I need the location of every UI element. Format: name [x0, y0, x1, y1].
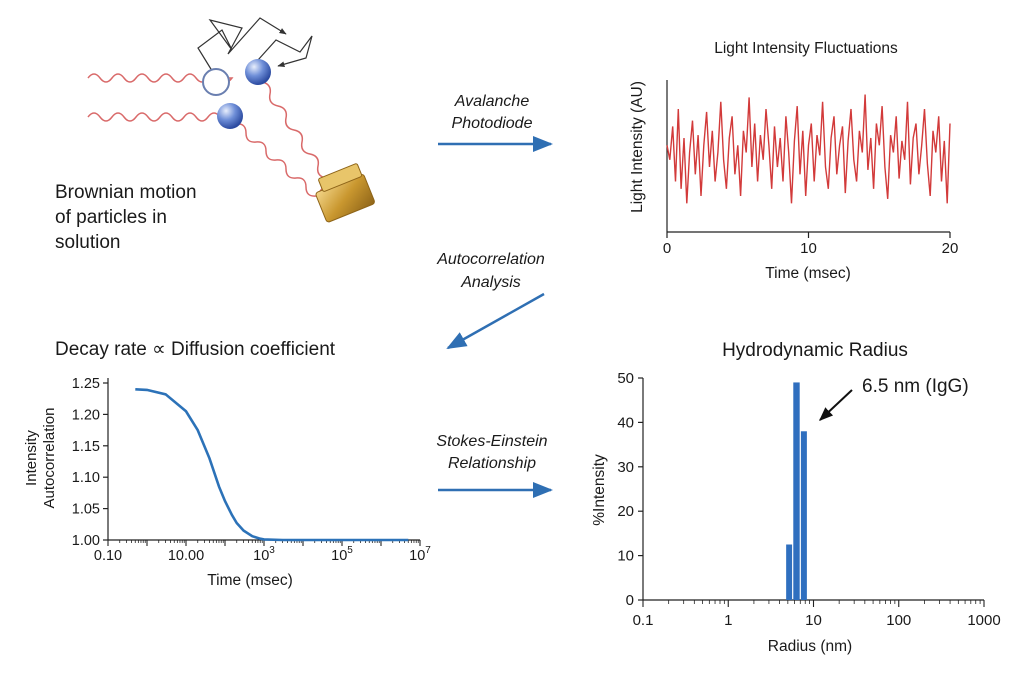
y-axis-label: %Intensity [591, 454, 608, 526]
step-stokes-einstein: Stokes-Einstein Relationship [436, 433, 553, 498]
brownian-caption-line: Brownian motion [55, 182, 197, 203]
x-tick-label: 10 [805, 612, 822, 629]
y-tick-label: 1.00 [72, 533, 100, 549]
intensity-series-line [666, 94, 951, 204]
x-axis-label: Radius (nm) [768, 638, 852, 655]
particle [217, 103, 243, 129]
scattered-wave [261, 81, 342, 179]
scattered-wave [235, 123, 327, 197]
x-tick-label: 1 [724, 612, 732, 629]
x-tick-label: 10.00 [168, 548, 204, 564]
step-label: Analysis [460, 274, 521, 291]
step-label: Autocorrelation [436, 251, 545, 268]
brownian-caption: Brownian motion of particles in solution [55, 182, 197, 253]
y-tick-label: 50 [617, 370, 634, 387]
y-tick-label: 20 [617, 503, 634, 520]
hydrodynamic-chart: Hydrodynamic Radius 0 10 20 30 40 50 0.1 1 10 100… [591, 340, 1001, 655]
chart-title: Decay rate ∝ Diffusion coefficient [55, 339, 336, 360]
annotation-arrow [818, 389, 853, 421]
detector-icon [315, 163, 375, 223]
y-tick-label: 1.10 [72, 470, 100, 486]
x-tick-label: 0 [663, 240, 671, 257]
histogram-bar [786, 544, 793, 600]
x-axis-label: Time (msec) [765, 265, 851, 282]
x-axis-label: Time (msec) [207, 572, 293, 589]
brownian-caption-line: solution [55, 232, 121, 253]
particle [245, 59, 271, 85]
x-tick-label: 1000 [967, 612, 1000, 629]
x-tick-label: 20 [942, 240, 959, 257]
y-tick-label: 1.25 [72, 376, 100, 392]
x-tick-label: 105 [331, 545, 353, 564]
step-label: Relationship [448, 455, 536, 472]
x-tick-label: 107 [409, 545, 431, 564]
y-tick-label: 1.05 [72, 502, 100, 518]
motion-trajectory [257, 35, 313, 67]
chart-title: Hydrodynamic Radius [722, 340, 908, 361]
x-tick-label: 0.10 [94, 548, 122, 564]
step-avalanche-photodiode: Avalanche Photodiode [438, 93, 553, 152]
x-tick-label: 100 [886, 612, 911, 629]
x-tick-label: 10 [800, 240, 817, 257]
brownian-illustration [87, 17, 375, 223]
chart-title: Light Intensity Fluctuations [714, 40, 898, 57]
step-autocorrelation-analysis: Autocorrelation Analysis [436, 251, 545, 350]
y-tick-label: 30 [617, 459, 634, 476]
histogram-bar [793, 382, 800, 600]
y-axis-label: Autocorrelation [41, 408, 58, 509]
fluctuations-chart: Light Intensity Fluctuations 0 10 20 Light… [629, 40, 958, 282]
y-axis-label: Intensity [23, 430, 40, 486]
particle-hollow [202, 68, 230, 96]
histogram-bar [800, 431, 807, 600]
autocorrelation-curve [135, 388, 409, 542]
y-tick-label: 40 [617, 414, 634, 431]
step-label: Avalanche [454, 93, 530, 110]
light-wave [87, 112, 222, 122]
y-tick-label: 1.15 [72, 439, 100, 455]
x-tick-label: 0.1 [633, 612, 654, 629]
brownian-caption-line: of particles in [55, 207, 167, 228]
annotation-label: 6.5 nm (IgG) [862, 376, 969, 397]
x-tick-label: 103 [253, 545, 275, 564]
y-tick-label: 10 [617, 548, 634, 565]
y-tick-label: 1.20 [72, 407, 100, 423]
y-tick-label: 0 [626, 592, 634, 609]
step-label: Stokes-Einstein [436, 433, 547, 450]
y-axis-label: Light Intensity (AU) [629, 81, 646, 213]
motion-trajectory [197, 17, 287, 75]
autocorrelation-chart: Decay rate ∝ Diffusion coefficient 1.00 1… [23, 339, 431, 589]
flow-arrow [446, 292, 545, 350]
step-label: Photodiode [452, 115, 533, 132]
